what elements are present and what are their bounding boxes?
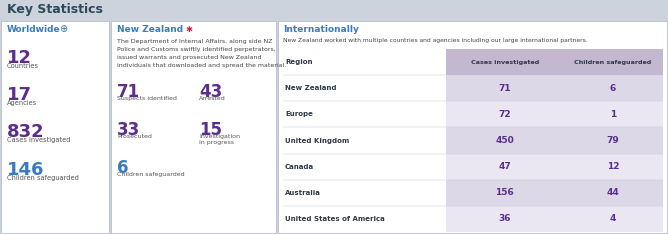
Text: 146: 146 (7, 161, 45, 179)
Text: Children safeguarded: Children safeguarded (117, 172, 184, 177)
Text: New Zealand worked with multiple countries and agencies including our large inte: New Zealand worked with multiple countri… (283, 38, 588, 43)
Text: 12: 12 (607, 162, 619, 171)
Text: ⊕: ⊕ (59, 24, 67, 34)
Bar (446, 75, 563, 101)
Text: Region: Region (285, 59, 313, 65)
Text: Cases investigated: Cases investigated (470, 60, 539, 65)
Text: 6: 6 (610, 84, 616, 93)
Bar (278, 21, 667, 233)
Text: New Zealand: New Zealand (285, 85, 337, 91)
Text: issued warrants and prosecuted New Zealand: issued warrants and prosecuted New Zeala… (117, 55, 261, 60)
Text: individuals that downloaded and spread the material.: individuals that downloaded and spread t… (117, 63, 287, 68)
Text: 44: 44 (607, 188, 619, 197)
Text: 12: 12 (7, 49, 32, 67)
Bar (563, 154, 663, 180)
Bar (446, 180, 563, 206)
Bar (563, 206, 663, 232)
Bar (111, 21, 276, 233)
Text: Countries: Countries (7, 63, 39, 69)
Text: Internationally: Internationally (283, 25, 359, 33)
Text: Suspects identified: Suspects identified (117, 96, 177, 101)
Text: Cases investigated: Cases investigated (7, 137, 71, 143)
Text: Children safeguarded: Children safeguarded (574, 60, 652, 65)
Text: 17: 17 (7, 86, 32, 104)
Text: 71: 71 (498, 84, 511, 93)
Text: 15: 15 (199, 121, 222, 139)
Bar (563, 128, 663, 154)
Bar (563, 101, 663, 128)
Text: 33: 33 (117, 121, 140, 139)
Bar (446, 206, 563, 232)
Text: 156: 156 (496, 188, 514, 197)
Text: The Department of Internal Affairs, along side NZ: The Department of Internal Affairs, alon… (117, 39, 273, 44)
Bar (563, 75, 663, 101)
Text: United States of America: United States of America (285, 216, 385, 222)
Bar (446, 49, 563, 75)
Text: Children safeguarded: Children safeguarded (7, 175, 79, 181)
Text: Investigation: Investigation (199, 134, 240, 139)
Text: 36: 36 (498, 214, 511, 223)
Text: ✱: ✱ (185, 25, 192, 33)
Text: 47: 47 (498, 162, 511, 171)
Text: 79: 79 (607, 136, 619, 145)
Text: Canada: Canada (285, 164, 314, 170)
Text: Prosecuted: Prosecuted (117, 134, 152, 139)
Text: Key Statistics: Key Statistics (7, 4, 103, 17)
Text: 450: 450 (496, 136, 514, 145)
Text: in progress: in progress (199, 140, 234, 145)
Bar (446, 128, 563, 154)
Text: Australia: Australia (285, 190, 321, 196)
Text: 832: 832 (7, 123, 45, 141)
Text: 6: 6 (117, 159, 128, 177)
Text: Worldwide: Worldwide (7, 25, 61, 33)
Text: Agencies: Agencies (7, 100, 37, 106)
Text: Police and Customs swiftly identified perpetrators,: Police and Customs swiftly identified pe… (117, 47, 276, 52)
Bar (0, 0, 668, 20)
Bar (446, 101, 563, 128)
Bar (1, 21, 109, 233)
Bar (563, 49, 663, 75)
Bar (563, 180, 663, 206)
Text: 43: 43 (199, 83, 222, 101)
Bar (446, 154, 563, 180)
Text: United Kingdom: United Kingdom (285, 138, 349, 143)
Text: 71: 71 (117, 83, 140, 101)
Text: 4: 4 (610, 214, 616, 223)
Text: 72: 72 (498, 110, 511, 119)
Text: 1: 1 (610, 110, 616, 119)
Text: New Zealand: New Zealand (117, 25, 183, 33)
Text: Europe: Europe (285, 111, 313, 117)
Text: Arrested: Arrested (199, 96, 226, 101)
